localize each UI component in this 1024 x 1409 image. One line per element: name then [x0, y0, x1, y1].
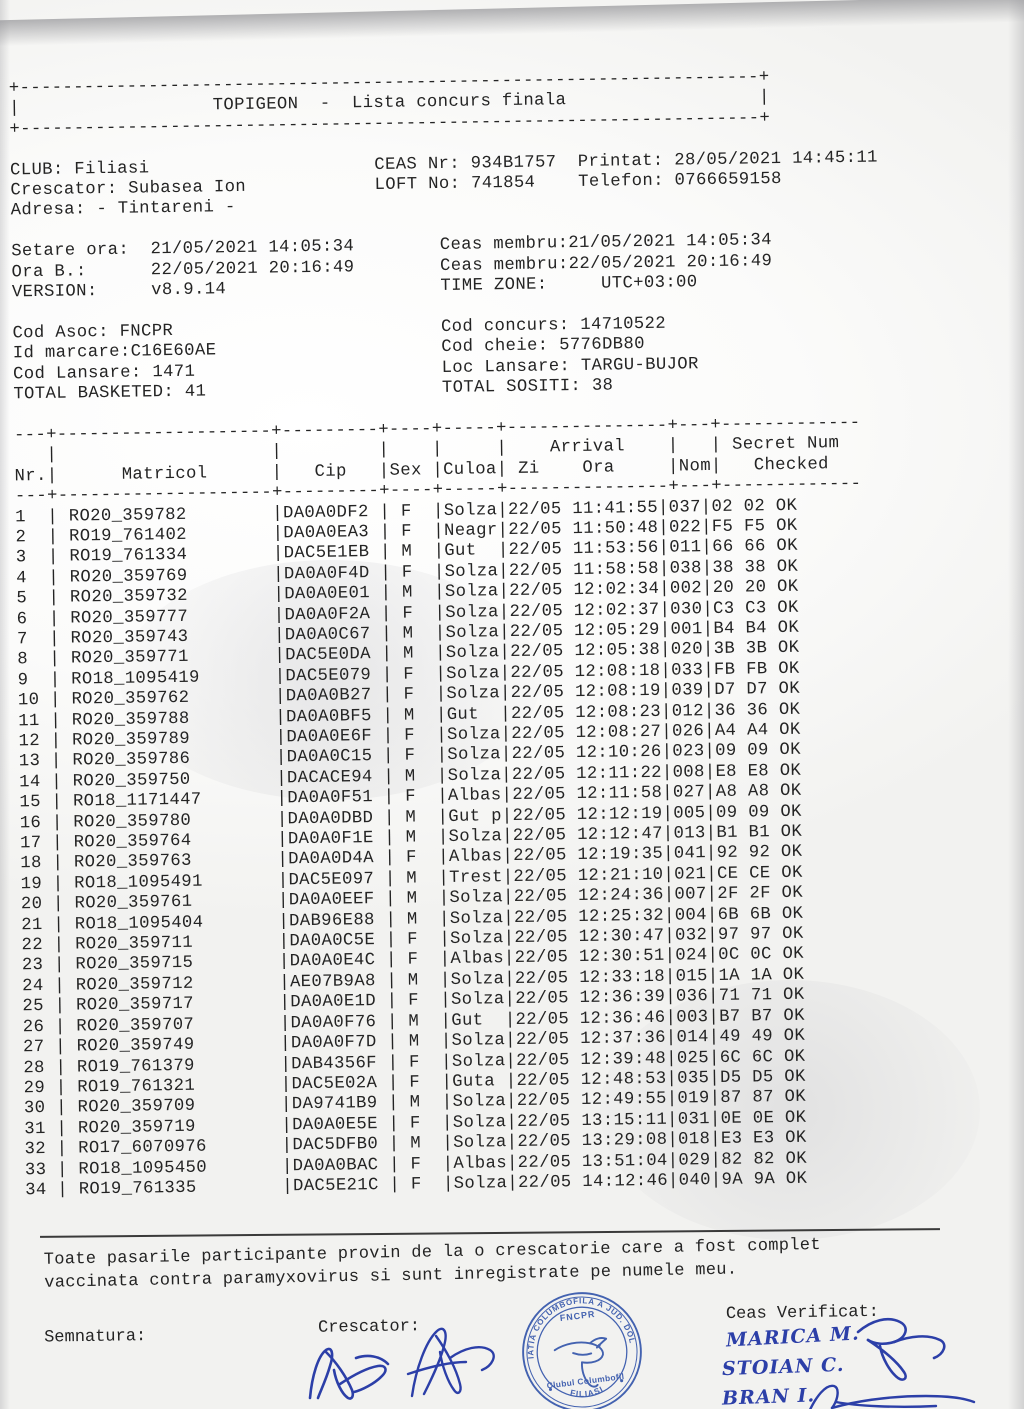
verifier-signature-2: [809, 1384, 976, 1409]
semnatura-signature: [308, 1347, 390, 1400]
stamp-club-text: Clubul Columbofil: [546, 1371, 625, 1390]
semnatura-label: Semnatura:: [44, 1327, 147, 1348]
report-body: +---------------------------------------…: [8, 68, 878, 1201]
stamp-top-text: FNCPR: [559, 1309, 596, 1323]
verifier-signature-1: [856, 1318, 946, 1381]
association-stamp: ASOCIATIA COLUMBOFILA A JUD. DOLJ .F.C. …: [511, 1281, 642, 1409]
crescator-signature: [406, 1327, 495, 1398]
